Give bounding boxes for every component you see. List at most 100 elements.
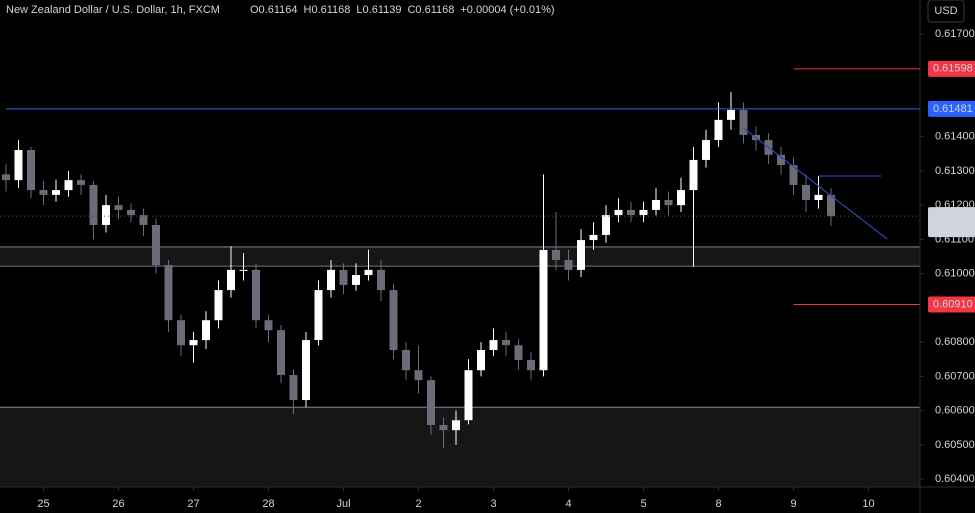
candle-body	[377, 269, 385, 291]
candle-body	[577, 240, 585, 270]
candle-body	[527, 359, 535, 371]
candle-body	[239, 269, 248, 271]
candle-body	[202, 320, 210, 341]
y-tick-label: 0.60500	[935, 439, 975, 451]
candle-body	[77, 180, 85, 185]
candle-body	[327, 269, 335, 291]
candle-body	[502, 340, 510, 346]
y-tick-label: 0.60700	[935, 370, 975, 382]
candle-body	[302, 340, 310, 401]
candle-body	[564, 259, 573, 270]
candle-body	[27, 150, 35, 191]
zone	[0, 407, 920, 487]
candle-body	[139, 215, 148, 226]
candle-body	[802, 184, 810, 201]
candle-body	[214, 290, 223, 321]
candle-body	[739, 109, 748, 135]
candle-body	[689, 159, 698, 191]
ohlc-legend: +0.00004 (+0.01%)	[460, 4, 554, 16]
x-tick-label: Jul	[336, 498, 350, 510]
candle-body	[289, 375, 298, 401]
y-tick-label: 0.61700	[935, 28, 975, 40]
x-tick-label: 26	[112, 498, 124, 510]
candle-body	[277, 330, 285, 376]
zone	[0, 246, 920, 267]
ohlc-legend: H0.61168	[304, 4, 351, 16]
y-tick-label: 0.60600	[935, 405, 975, 417]
candle-body	[627, 209, 635, 216]
candle-body	[602, 215, 610, 235]
x-tick-label: 9	[790, 498, 796, 510]
x-tick-label: 2	[415, 498, 421, 510]
candle-body	[464, 370, 473, 421]
candle-body	[552, 250, 560, 260]
candle-body	[414, 370, 423, 381]
candle-body	[589, 234, 598, 241]
candle-body	[339, 269, 348, 285]
y-tick-label: 0.61300	[935, 165, 975, 177]
candle-body	[2, 174, 10, 181]
last-price-label: 0.61168	[933, 210, 972, 222]
candle-body	[177, 320, 185, 346]
candle-body	[152, 225, 160, 266]
candle-body	[189, 340, 198, 346]
y-tick-label: 0.60400	[935, 473, 975, 485]
level-label: 0.60910	[933, 298, 973, 310]
candle-body	[252, 269, 260, 321]
candle-body	[714, 119, 723, 141]
x-tick-label: 5	[640, 498, 646, 510]
candle-body	[814, 194, 823, 201]
candle-body	[52, 190, 60, 195]
level-label-bg	[928, 296, 975, 313]
candle-body	[489, 340, 498, 351]
countdown: 34:22	[933, 223, 961, 235]
candle-body	[402, 350, 410, 371]
level-label: 0.61481	[933, 103, 973, 115]
candle-body	[89, 184, 98, 226]
x-tick-label: 28	[262, 498, 274, 510]
candle-body	[477, 350, 485, 371]
level-label: 0.61598	[933, 63, 973, 75]
candle-body	[789, 165, 798, 185]
candle-body	[64, 180, 73, 191]
candle-body	[389, 290, 398, 351]
candle-body	[664, 200, 673, 206]
candle-body	[102, 205, 110, 226]
candle-body	[314, 290, 323, 341]
candle-body	[14, 150, 23, 181]
candle-body	[514, 345, 523, 360]
level-label-bg	[928, 60, 975, 77]
candle-body	[114, 205, 123, 210]
plot	[0, 68, 920, 487]
candle-body	[352, 275, 360, 285]
candle-body	[439, 425, 448, 431]
candle-body	[364, 269, 373, 276]
candle-body	[777, 154, 785, 166]
y-tick-label: 0.60800	[935, 336, 975, 348]
ohlc-legend: L0.61139	[356, 4, 401, 16]
candle-body	[227, 269, 235, 291]
candle-body	[727, 109, 735, 120]
x-tick-label: 27	[187, 498, 199, 510]
candle-body	[39, 190, 48, 195]
candle-body	[427, 380, 435, 426]
x-tick-label: 4	[565, 498, 571, 510]
currency-box[interactable]	[927, 0, 965, 23]
y-tick-label: 0.61400	[935, 131, 975, 143]
currency[interactable]: USD	[934, 5, 957, 17]
candle-body	[677, 190, 685, 206]
level-label-bg	[928, 100, 975, 117]
x-tick-label: 8	[715, 498, 721, 510]
candle-body	[164, 265, 173, 321]
candle-body	[614, 209, 623, 216]
trendline	[743, 127, 888, 240]
chart-title: New Zealand Dollar / U.S. Dollar, 1h, FX…	[6, 4, 220, 16]
candle-body	[702, 140, 710, 160]
y-tick-label: 0.61000	[935, 268, 975, 280]
ohlc-legend: O0.61164	[250, 4, 298, 16]
candle-body	[827, 194, 835, 217]
x-tick-label: 3	[490, 498, 496, 510]
candle-body	[639, 209, 648, 216]
candle-body	[452, 420, 460, 431]
